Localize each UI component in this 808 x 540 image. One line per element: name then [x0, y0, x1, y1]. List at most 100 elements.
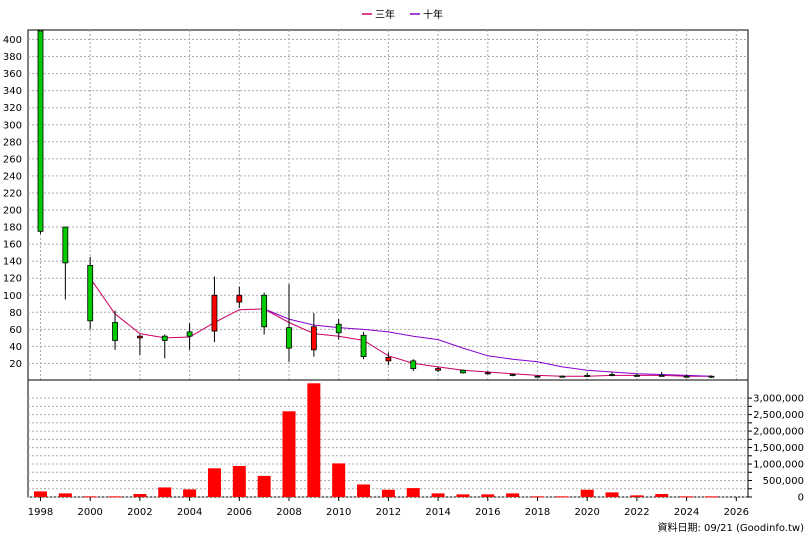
price-tick-label: 260 [3, 154, 22, 165]
x-tick-label: 2018 [525, 507, 550, 518]
x-tick-label: 2016 [475, 507, 500, 518]
volume-tick-label: 0 [798, 493, 804, 504]
price-plot-area [27, 29, 749, 381]
candle-body [683, 375, 690, 378]
x-axis: 1998 2000 2002 2004 2006 2008 2010 2012 2014 2016… [28, 497, 749, 518]
volume-tick-label: 1,000,000 [753, 460, 804, 471]
volume-bar [605, 492, 619, 497]
volume-bar [34, 491, 47, 497]
candle-body [112, 322, 118, 341]
candle-body [286, 327, 292, 349]
price-tick-label: 160 [3, 240, 22, 251]
volume-bar [133, 494, 147, 497]
price-tick-label: 400 [3, 35, 22, 46]
candle-body [708, 375, 715, 378]
x-tick-label: 2010 [326, 507, 351, 518]
x-tick-label: 2006 [227, 507, 252, 518]
candle-body [136, 335, 143, 339]
volume-bar [282, 411, 296, 497]
x-tick-label: 2002 [127, 507, 152, 518]
x-tick-label: 2024 [674, 507, 699, 518]
price-tick-label: 380 [3, 52, 22, 63]
x-tick-label: 2000 [77, 507, 102, 518]
x-tick-label: 2012 [376, 507, 401, 518]
volume-bar [381, 489, 395, 497]
candle-body [634, 374, 640, 377]
volume-bar [207, 468, 221, 497]
candle-body [658, 374, 665, 377]
x-tick-label: 2022 [624, 507, 649, 518]
candle-body [37, 30, 44, 232]
volume-bar [332, 463, 346, 497]
legend-label: 十年 [423, 8, 443, 21]
legend-label: 三年 [375, 8, 395, 21]
volume-bar [630, 495, 644, 497]
candle-body [584, 374, 591, 377]
volume-bar [555, 496, 569, 498]
price-tick-label: 180 [3, 223, 22, 234]
volume-bar [58, 493, 72, 497]
volume-bar [431, 493, 445, 497]
x-tick-label: 2014 [425, 507, 450, 518]
price-tick-label: 80 [9, 308, 22, 319]
price-tick-label: 360 [3, 69, 22, 80]
price-tick-label: 60 [9, 325, 22, 336]
volume-bar [680, 496, 694, 498]
price-tick-label: 240 [3, 171, 22, 182]
candle-body [62, 226, 69, 264]
candle-body [559, 375, 566, 378]
price-tick-label: 200 [3, 206, 22, 217]
candle-body [609, 374, 615, 376]
volume-bar [158, 487, 172, 497]
x-tick-label: 2004 [177, 507, 202, 518]
volume-plot-area [27, 379, 749, 498]
price-panel: 20 40 60 80 100 120 140 160 180 200 220 240 260 280 30… [3, 29, 749, 497]
chart-legend: 三年 十年 [362, 8, 443, 21]
price-tick-label: 140 [3, 257, 22, 268]
candle-body [186, 331, 193, 337]
volume-tick-label: 3,000,000 [753, 394, 804, 405]
volume-tick-label: 1,500,000 [753, 443, 804, 454]
volume-bar [655, 494, 669, 497]
volume-bar [232, 466, 246, 497]
candle-body [236, 294, 243, 303]
volume-bar [83, 496, 97, 498]
price-tick-label: 320 [3, 103, 22, 114]
volume-bar [456, 494, 470, 497]
candle-body [435, 368, 442, 371]
candle-body [87, 265, 94, 322]
price-tick-label: 40 [9, 342, 22, 353]
candle-body [534, 375, 541, 378]
price-tick-label: 340 [3, 86, 22, 97]
candle-body [385, 357, 392, 362]
price-tick-label: 220 [3, 188, 22, 199]
candle-body [360, 334, 367, 358]
volume-bar [257, 475, 271, 497]
volume-bar [481, 494, 495, 497]
candle-body [509, 374, 516, 376]
candle-body [335, 323, 342, 334]
x-tick-label: 1998 [28, 507, 53, 518]
candle-body [484, 372, 491, 375]
x-tick-label: 2008 [276, 507, 301, 518]
price-tick-label: 20 [9, 359, 22, 370]
candle-body [161, 335, 168, 341]
price-tick-label: 100 [3, 291, 22, 302]
price-tick-label: 300 [3, 120, 22, 131]
price-tick-label: 280 [3, 137, 22, 148]
candle-body [211, 294, 218, 332]
volume-bar [307, 383, 321, 497]
volume-bar [108, 496, 122, 498]
candle-body [261, 294, 268, 328]
price-tick-label: 120 [3, 274, 22, 285]
volume-bar [531, 496, 544, 498]
volume-panel: 0 500,000 1,000,000 1,500,000 2,000,000 2,500… [27, 379, 804, 504]
volume-tick-label: 500,000 [763, 476, 804, 487]
volume-bar [506, 493, 520, 497]
moving-average-line [89, 277, 712, 377]
volume-bar [406, 488, 420, 497]
volume-bar [357, 484, 371, 497]
data-date-footer: 資料日期: 09/21 (Goodinfo.tw) [657, 521, 804, 534]
volume-bar [183, 489, 197, 497]
